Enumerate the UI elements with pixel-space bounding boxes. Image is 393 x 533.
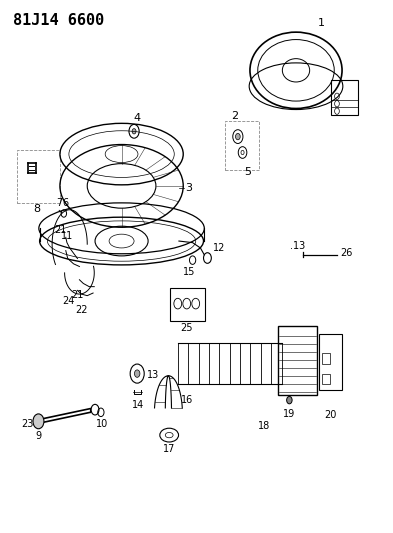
Bar <box>331 80 358 115</box>
Text: 16: 16 <box>181 395 193 405</box>
Text: 19: 19 <box>283 409 296 418</box>
Text: 2: 2 <box>231 111 238 120</box>
Bar <box>322 374 330 384</box>
Text: .13: .13 <box>290 240 305 251</box>
Text: 20: 20 <box>324 410 336 419</box>
Circle shape <box>134 370 140 377</box>
Text: 5: 5 <box>244 167 252 177</box>
Text: 11: 11 <box>61 231 73 241</box>
Text: 10: 10 <box>96 419 108 429</box>
Text: 4: 4 <box>134 114 141 123</box>
Text: 81J14 6600: 81J14 6600 <box>13 13 105 28</box>
Bar <box>279 326 317 395</box>
Text: 13: 13 <box>147 370 159 380</box>
Text: 6: 6 <box>63 198 69 208</box>
Text: 26: 26 <box>340 248 353 259</box>
Text: 12: 12 <box>213 243 225 253</box>
Bar <box>224 121 259 170</box>
Bar <box>17 150 60 203</box>
Text: 18: 18 <box>257 421 270 431</box>
Circle shape <box>132 128 136 134</box>
Text: 21: 21 <box>71 290 84 300</box>
Bar <box>322 353 330 364</box>
Bar <box>319 334 342 390</box>
Text: 23: 23 <box>22 419 34 429</box>
Text: 22: 22 <box>75 305 88 315</box>
Text: 7: 7 <box>56 198 62 208</box>
Circle shape <box>286 397 292 404</box>
Text: 14: 14 <box>132 400 144 410</box>
Bar <box>170 288 205 320</box>
Text: 21: 21 <box>55 225 67 235</box>
Text: 25: 25 <box>180 322 193 333</box>
Text: 15: 15 <box>182 266 195 277</box>
Circle shape <box>235 133 240 140</box>
Text: 24: 24 <box>62 296 75 306</box>
Text: 9: 9 <box>35 431 42 441</box>
Text: 17: 17 <box>163 443 175 454</box>
Circle shape <box>33 414 44 429</box>
Text: 1: 1 <box>318 18 325 28</box>
Text: 3: 3 <box>185 183 193 193</box>
Text: 8: 8 <box>34 204 41 214</box>
